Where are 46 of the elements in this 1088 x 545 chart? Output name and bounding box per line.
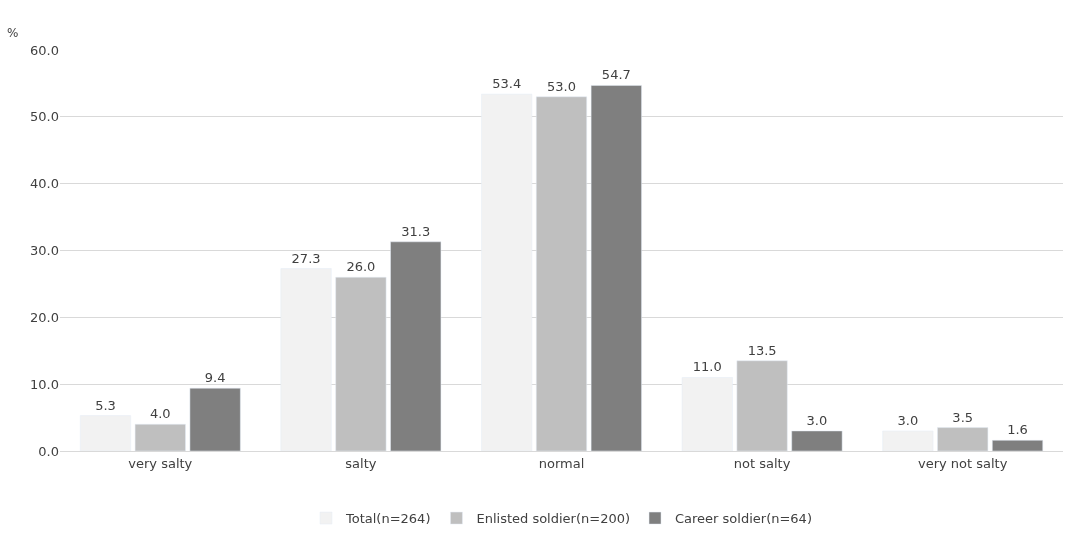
bar — [390, 241, 442, 451]
bar — [481, 93, 533, 451]
bar — [590, 85, 642, 451]
legend-label: Total(n=264) — [345, 511, 431, 527]
data-label: 11.0 — [692, 359, 722, 375]
bar — [937, 427, 989, 451]
y-tick-label: 30.0 — [30, 243, 59, 259]
data-label: 1.6 — [1007, 422, 1028, 438]
x-tick-label: salty — [345, 455, 377, 471]
bar — [681, 377, 733, 451]
legend-label: Enlisted soldier(n=200) — [476, 511, 631, 527]
data-label: 4.0 — [149, 406, 171, 422]
bar — [536, 96, 587, 451]
x-tick-label: very not salty — [917, 455, 1008, 471]
data-label: 3.0 — [897, 412, 919, 428]
data-label: 26.0 — [346, 259, 376, 275]
data-label: 3.5 — [952, 409, 974, 425]
y-tick-label: 0.0 — [38, 443, 59, 459]
y-tick-label: 50.0 — [30, 109, 59, 125]
y-tick-label: 60.0 — [30, 42, 59, 58]
bar — [134, 424, 186, 451]
data-label: 53.0 — [547, 78, 576, 94]
data-label: 27.3 — [291, 250, 321, 266]
bar — [736, 360, 788, 451]
x-tick-label: not salty — [733, 455, 791, 471]
bar — [992, 440, 1043, 451]
data-label: 31.3 — [401, 223, 431, 239]
y-axis-title: % — [7, 26, 19, 40]
data-label: 53.4 — [492, 76, 522, 92]
bar — [335, 276, 387, 451]
data-label: 5.3 — [95, 397, 116, 413]
bar — [882, 430, 934, 451]
x-tick-label: normal — [538, 455, 585, 471]
x-tick-label: very salty — [128, 455, 193, 471]
y-tick-label: 40.0 — [30, 176, 59, 192]
bar — [189, 387, 241, 451]
data-label: 9.4 — [204, 370, 226, 386]
data-label: 13.5 — [747, 342, 777, 358]
bar — [791, 430, 843, 451]
data-label: 54.7 — [601, 67, 631, 83]
y-tick-label: 10.0 — [30, 376, 59, 392]
bar — [280, 268, 332, 451]
y-tick-label: 20.0 — [30, 309, 59, 325]
data-label: 3.0 — [806, 412, 828, 428]
bar — [80, 415, 131, 451]
legend-label: Career soldier(n=64) — [675, 511, 812, 527]
